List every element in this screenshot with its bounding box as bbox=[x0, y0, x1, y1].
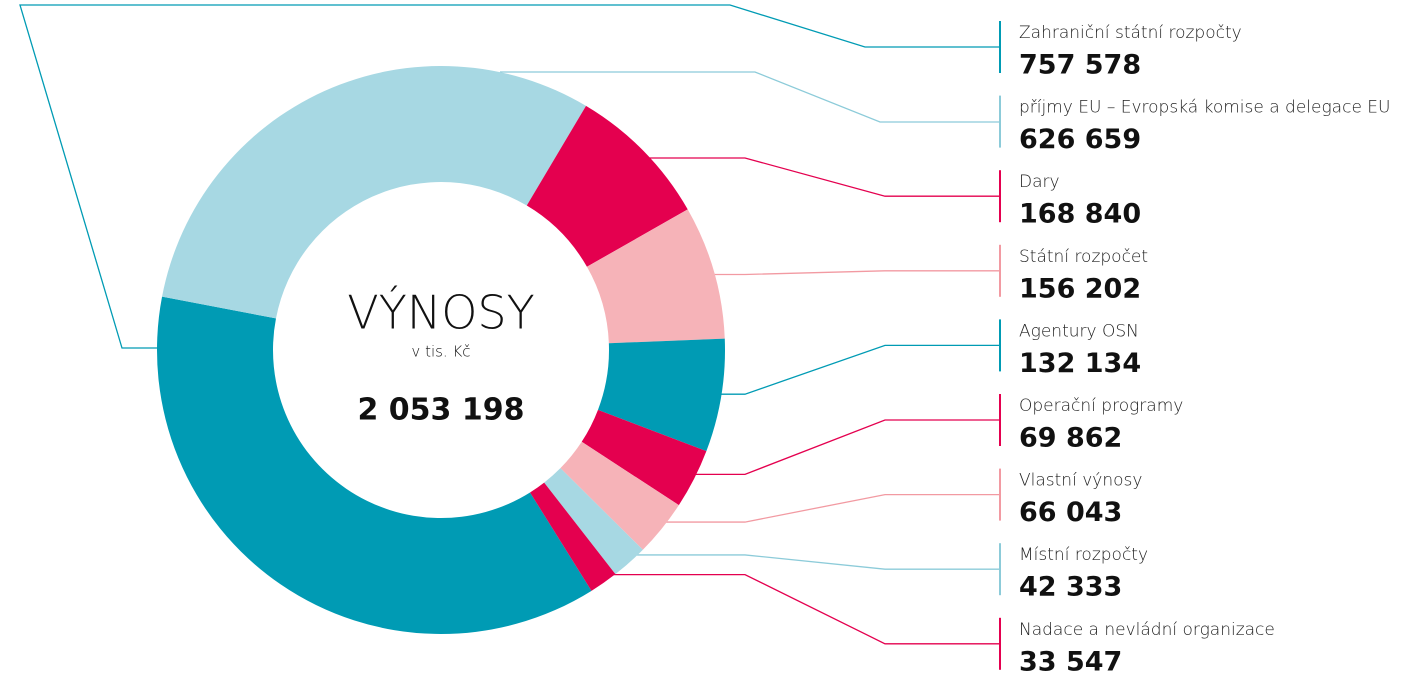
donut-slice bbox=[526, 105, 688, 267]
total-label: 2 053 198 bbox=[357, 393, 524, 428]
legend-label: Státní rozpočet bbox=[1019, 247, 1148, 267]
legend-label: příjmy EU – Evropská komise a delegace E… bbox=[1019, 98, 1391, 118]
leader-line bbox=[711, 344, 1000, 395]
donut-slice bbox=[581, 409, 707, 506]
legend-label: Zahraniční státní rozpočty bbox=[1019, 23, 1242, 43]
leader-line bbox=[500, 71, 1000, 123]
legend-label: Místní rozpočty bbox=[1019, 545, 1148, 565]
value-label: 69 862 bbox=[1019, 423, 1122, 454]
value-label: 156 202 bbox=[1019, 273, 1141, 304]
donut-slice bbox=[544, 468, 643, 575]
value-label: 757 578 bbox=[1019, 50, 1141, 81]
value-label: 132 134 bbox=[1019, 348, 1141, 379]
value-label: 66 043 bbox=[1019, 497, 1122, 528]
value-label: 33 547 bbox=[1019, 646, 1122, 676]
leader-line bbox=[597, 573, 1000, 645]
leader-line bbox=[19, 4, 1000, 349]
legend-label: Vlastní výnosy bbox=[1019, 471, 1142, 491]
chart-subtitle: v tis. Kč bbox=[411, 343, 470, 361]
legend-label: Operační programy bbox=[1019, 396, 1183, 416]
donut-slice bbox=[157, 296, 592, 634]
donut-slice bbox=[560, 441, 679, 550]
chart-title: VÝNOSY bbox=[347, 286, 534, 340]
donut-slice bbox=[586, 209, 725, 344]
legend-label: Nadace a nevládní organizace bbox=[1019, 620, 1275, 640]
leader-line bbox=[654, 493, 1000, 523]
value-label: 42 333 bbox=[1019, 572, 1122, 603]
donut-slice bbox=[530, 482, 616, 591]
legend-label: Dary bbox=[1019, 172, 1060, 192]
leader-line bbox=[622, 554, 1000, 570]
donut-slice bbox=[597, 338, 725, 452]
leader-line bbox=[704, 270, 1000, 276]
leader-line bbox=[636, 157, 1000, 197]
leader-line bbox=[685, 419, 1000, 476]
donut-slice bbox=[162, 65, 587, 319]
legend-label: Agentury OSN bbox=[1019, 321, 1139, 341]
value-label: 626 659 bbox=[1019, 124, 1141, 155]
value-label: 168 840 bbox=[1019, 199, 1141, 230]
